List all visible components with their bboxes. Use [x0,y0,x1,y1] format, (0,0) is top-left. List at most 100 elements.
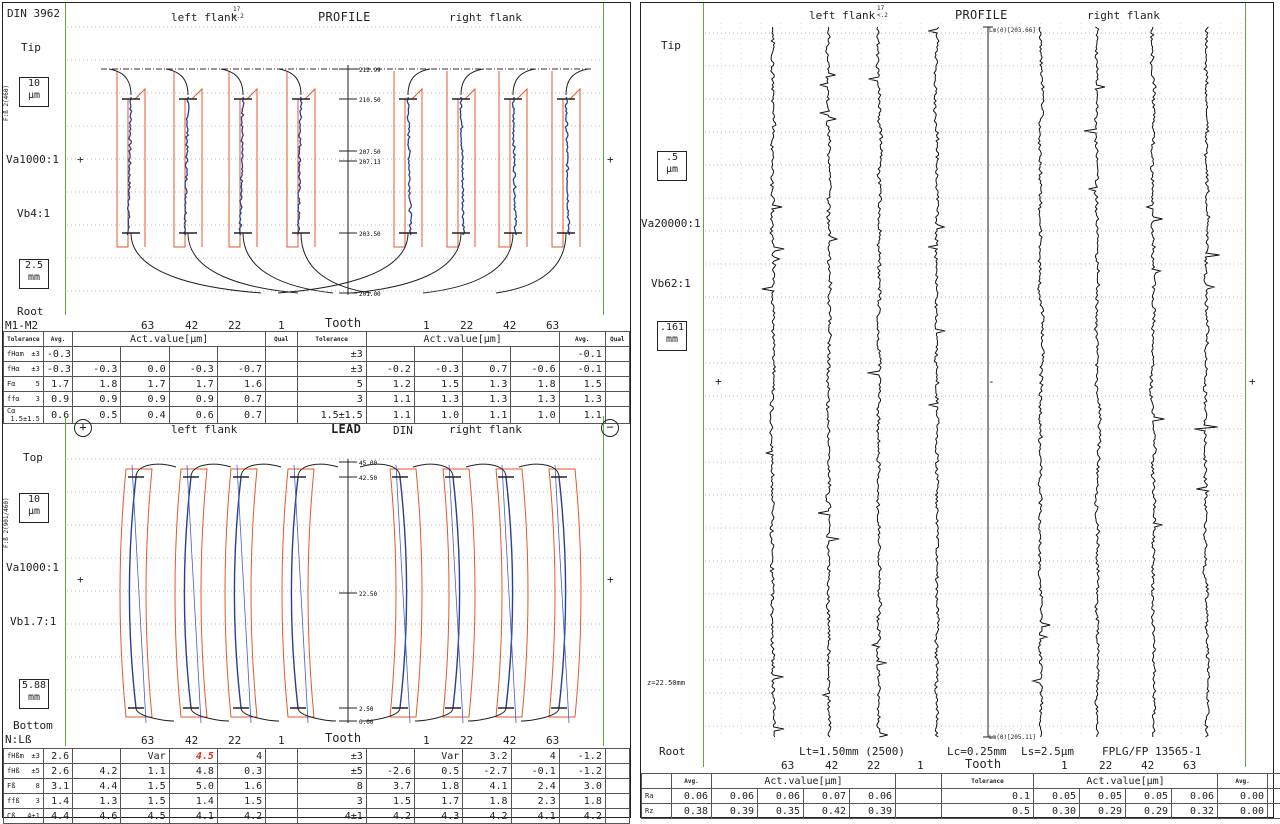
value-cell: 0.06 [850,789,896,804]
value-cell: 1.5 [121,794,169,809]
value-cell: 3.7 [366,779,414,794]
bottom-chamfer-curve [136,708,174,721]
tolerance-cell: 3 [297,794,366,809]
var-label-cell: Var [415,749,463,764]
spacer-cell [896,804,942,819]
value-cell: -0.1 [511,764,559,779]
rough-program-label: FPLG/FP 13565-1 [1102,745,1201,758]
avg-cell: 3.0 [559,779,605,794]
axis-tick-label: 2.50 [359,706,374,713]
value-cell: 0.05 [1080,789,1126,804]
roughness-trace [867,27,887,737]
value-cell: 4.6 [73,809,121,824]
rough-tooth-63-right: 63 [1183,759,1196,772]
row-label-name: Cß [7,812,15,820]
value-cell: 4.1 [463,779,511,794]
bottom-chamfer-curve [521,708,559,721]
rough-tooth-1-right: 1 [1061,759,1068,772]
value-cell: 4.2 [366,809,414,824]
avg-cell: 4.4 [43,809,72,824]
tolerance-cell: 8 [297,779,366,794]
rough-th-blank3 [1268,774,1280,789]
lead-measured-trace [129,477,136,708]
row-label-name: fHß [7,767,20,775]
lead-tolerance-band [225,469,257,717]
avg-cell: 2.6 [43,764,72,779]
lead-tooth-1-left: 1 [278,734,285,747]
value-cell: 0.3 [217,764,265,779]
qual-cell [605,764,629,779]
value-cell: 1.5 [217,794,265,809]
value-cell: 1.8 [415,779,463,794]
value-cell: 4.8 [169,764,217,779]
qual-cell [605,809,629,824]
value-cell: 1.5 [121,779,169,794]
var-label-cell: Var [121,749,169,764]
row-label-name: Fß [7,782,15,790]
value-cell: 1.7 [415,794,463,809]
value-cell: 0.39 [712,804,758,819]
avg-cell: -1.2 [559,764,605,779]
rough-tooth-22-right: 22 [1099,759,1112,772]
top-chamfer-curve [413,464,453,477]
avg-cell: 0.00 [1218,789,1268,804]
tolerance-cell: 4±1 [297,809,366,824]
bottom-chamfer-curve [468,708,506,721]
qual-value-cell: 4 [511,749,559,764]
roughness-trace [1195,27,1220,737]
bottom-chamfer-curve [191,708,229,721]
value-cell: 0.06 [712,789,758,804]
row-label: Rz [642,804,672,819]
qual-cell [605,779,629,794]
tolerance-cell: ±5 [297,764,366,779]
lead-tooth-42-left: 42 [185,734,198,747]
value-cell: 0.29 [1080,804,1126,819]
rough-th-tol: Tolerance [942,774,1034,789]
lead-tooth-label: Tooth [325,731,361,745]
value-cell [366,749,414,764]
var-value-cell: 4.5 [169,749,217,764]
value-cell [73,749,121,764]
avg-cell: 0.38 [672,804,712,819]
lead-tooth-22-right: 22 [460,734,473,747]
spacer-cell [896,789,942,804]
value-cell: 2.4 [511,779,559,794]
roughness-trace [1033,27,1050,737]
row-label: fHß±5 [4,764,44,779]
axis-tick-label: 22.50 [359,591,377,598]
value-cell: -2.6 [366,764,414,779]
rough-tooth-63-left: 63 [781,759,794,772]
value-cell: 1.1 [121,764,169,779]
value-cell: 4.5 [121,809,169,824]
roughness-trace [1084,27,1105,737]
top-chamfer-curve [298,464,338,477]
lead-tolerance-band [120,469,152,717]
value-cell: 0.30 [1034,804,1080,819]
top-chamfer-curve [519,464,559,477]
value-cell: 1.5 [366,794,414,809]
value-cell: 0.35 [758,804,804,819]
row-label-tol: ±3 [31,752,39,760]
value-cell: 0.06 [1172,789,1218,804]
value-cell: 0.05 [1126,789,1172,804]
rough-th-blank2 [896,774,942,789]
value-cell: 0.29 [1126,804,1172,819]
rough-tooth-42-right: 42 [1141,759,1154,772]
avg-cell: 0.00 [1218,804,1268,819]
value-cell: 0.06 [758,789,804,804]
avg-cell: 4.2 [559,809,605,824]
value-cell: 5.0 [169,779,217,794]
row-label: Ra [642,789,672,804]
value-cell: 1.3 [73,794,121,809]
top-chamfer-curve [136,464,176,477]
avg-cell: 3.1 [43,779,72,794]
value-cell: 1.4 [169,794,217,809]
bottom-chamfer-curve [241,708,279,721]
avg-cell: 0.06 [672,789,712,804]
